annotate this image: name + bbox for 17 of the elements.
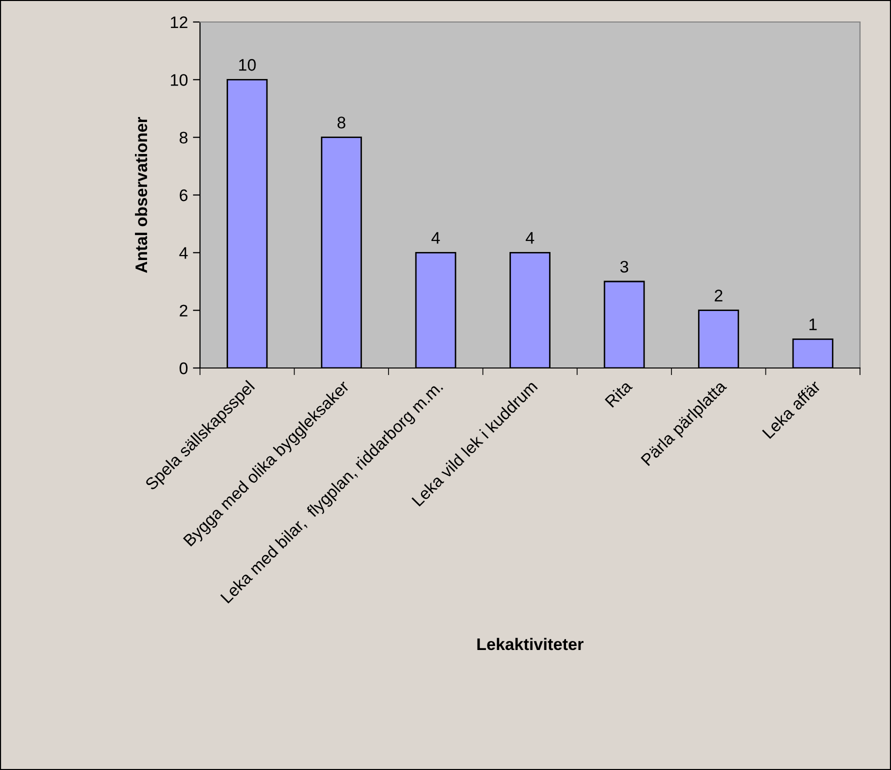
data-label: 2 [714, 290, 722, 302]
y-tick-label: 10 [170, 74, 188, 86]
data-label: 8 [338, 116, 346, 128]
y-tick-label: 6 [180, 189, 188, 202]
x-tick-label: Rita [604, 379, 633, 408]
data-label: 4 [431, 232, 440, 244]
data-label: 3 [620, 260, 628, 273]
data-label: 1 [809, 318, 817, 330]
x-axis-title: Lekaktiviteter [477, 638, 584, 650]
y-tick-label: 12 [170, 16, 188, 28]
y-tick-label: 4 [179, 247, 188, 259]
y-tick-label: 2 [180, 304, 188, 316]
data-label: 4 [526, 232, 534, 244]
y-tick-label: 8 [180, 132, 188, 144]
y-tick-label: 0 [180, 362, 188, 374]
data-label: 10 [239, 59, 256, 71]
y-axis-title: Antal observationer [134, 116, 148, 273]
